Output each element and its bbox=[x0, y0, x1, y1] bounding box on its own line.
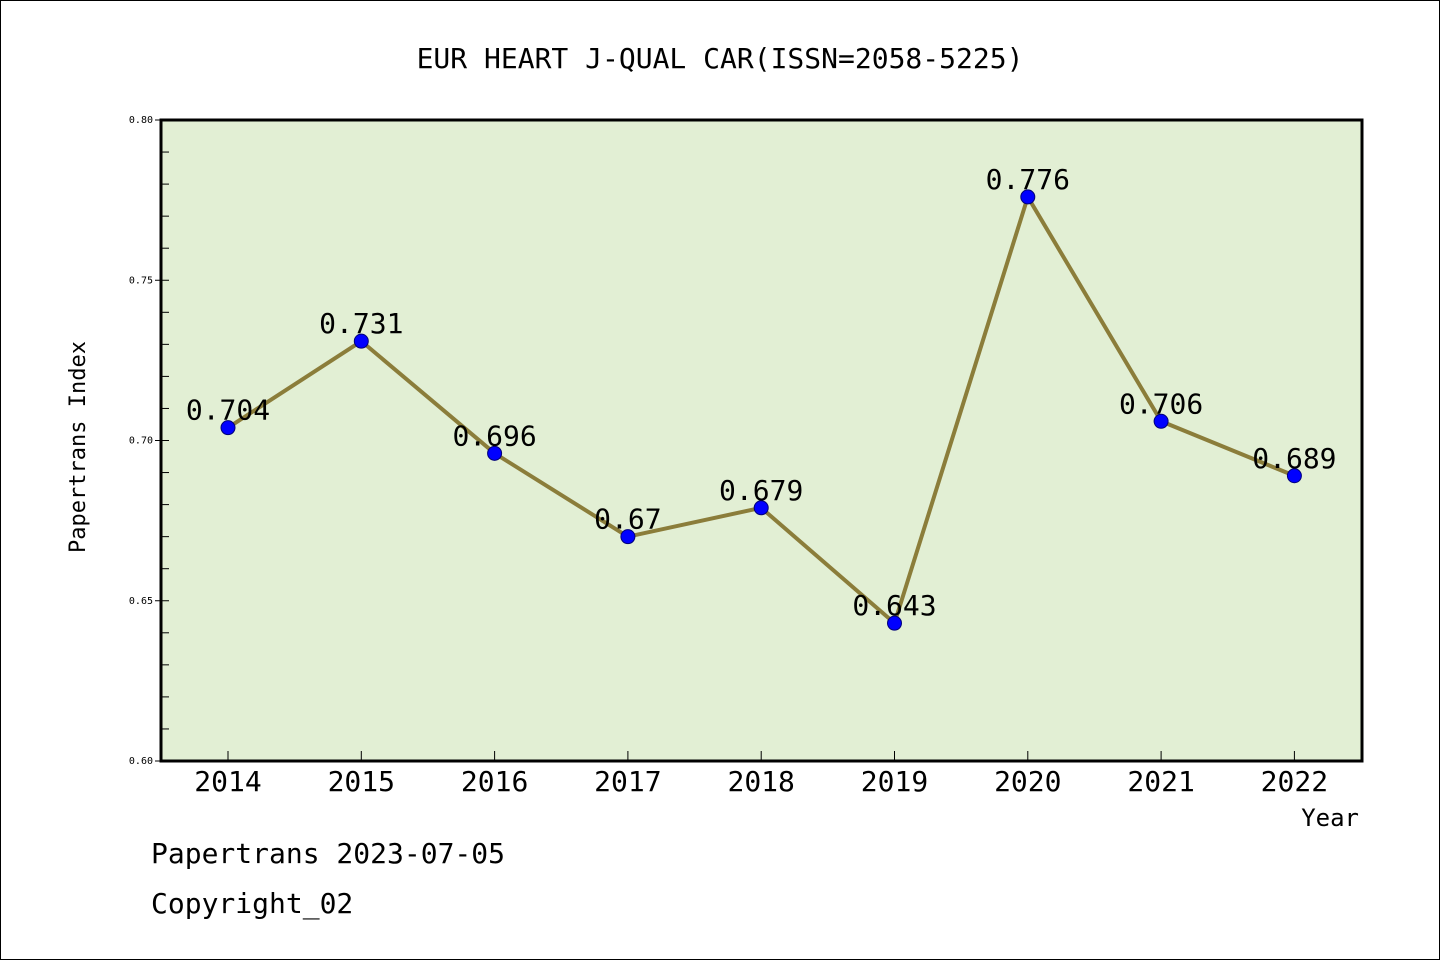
series-group: 0.704 0.731 0.696 0.67 0.679 0.643 0.776 0.706 0… bbox=[186, 163, 1337, 631]
x-tick-label: 2018 bbox=[727, 765, 794, 798]
data-point bbox=[753, 500, 769, 516]
y-tick-label: 0.80 bbox=[129, 115, 153, 126]
data-label: 0.776 bbox=[986, 163, 1070, 196]
data-label: 0.679 bbox=[719, 474, 803, 507]
footer-date: Papertrans 2023-07-05 bbox=[151, 837, 506, 870]
data-point bbox=[1153, 413, 1169, 429]
data-point bbox=[620, 529, 636, 545]
x-tick-label: 2022 bbox=[1261, 765, 1328, 798]
data-point bbox=[887, 615, 902, 631]
data-label: 0.704 bbox=[186, 394, 270, 427]
x-tick-label: 2015 bbox=[328, 765, 395, 798]
x-tick-label: 2019 bbox=[861, 765, 928, 798]
data-point bbox=[353, 333, 369, 349]
y-tick-label: 0.75 bbox=[129, 275, 153, 286]
x-tick-label: 2017 bbox=[594, 765, 661, 798]
chart-title: EUR HEART J-QUAL CAR(ISSN=2058-5225) bbox=[417, 42, 1024, 75]
x-axis-label: Year bbox=[1301, 804, 1359, 832]
y-tick-label: 0.70 bbox=[129, 436, 153, 447]
x-tick-label: 2021 bbox=[1127, 765, 1194, 798]
data-point bbox=[1020, 189, 1036, 205]
y-axis-label: Papertrans Index bbox=[66, 341, 91, 553]
y-axis: 0.60 0.65 0.70 0.75 0.80 bbox=[129, 115, 169, 767]
x-axis: 2014 2015 2016 2017 2018 2019 2020 2021 2022 bbox=[194, 751, 1328, 798]
footer-copyright: Copyright_02 bbox=[151, 887, 354, 920]
plot-area bbox=[159, 118, 1364, 763]
data-label: 0.696 bbox=[452, 419, 536, 452]
data-label: 0.67 bbox=[594, 503, 661, 536]
data-label: 0.689 bbox=[1252, 442, 1336, 475]
data-point bbox=[1286, 468, 1302, 484]
y-tick-label: 0.65 bbox=[129, 596, 153, 607]
data-point bbox=[220, 420, 236, 436]
data-label: 0.731 bbox=[319, 307, 403, 340]
y-tick-label: 0.60 bbox=[129, 756, 153, 767]
x-tick-label: 2014 bbox=[194, 765, 261, 798]
x-tick-label: 2020 bbox=[994, 765, 1061, 798]
data-point bbox=[487, 445, 503, 461]
data-label: 0.643 bbox=[852, 589, 936, 622]
data-label: 0.706 bbox=[1119, 387, 1203, 420]
x-tick-label: 2016 bbox=[461, 765, 528, 798]
